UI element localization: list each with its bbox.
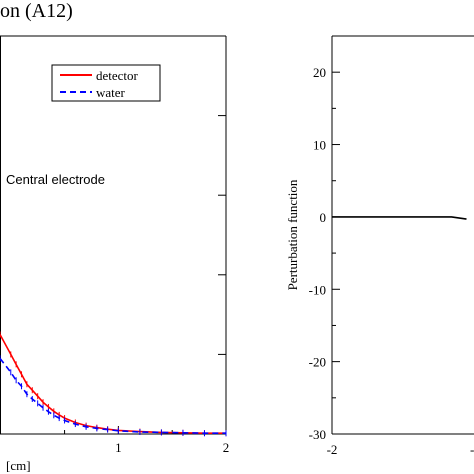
- perturbation-series: [332, 216, 467, 220]
- legend: detector water: [51, 64, 161, 102]
- legend-detector-label: detector: [96, 68, 139, 83]
- right-y-tick-label: -10: [309, 282, 326, 297]
- central-electrode-annotation: Central electrode: [6, 172, 105, 187]
- series-detector: [0, 334, 226, 434]
- right-x-tick-label: -2: [327, 442, 338, 457]
- right-y-tick-label: -20: [309, 355, 326, 370]
- right-y-tick-label: 10: [313, 138, 326, 153]
- right-x-tick-partial: -: [470, 442, 474, 457]
- legend-water-label: water: [96, 85, 126, 100]
- right-y-tick-label: 20: [313, 65, 326, 80]
- left-x-axis-label: [cm]: [6, 458, 31, 473]
- legend-box: [51, 64, 161, 102]
- left-x-tick-label: 2: [223, 440, 230, 455]
- series-water: [0, 357, 226, 434]
- left-series: [0, 331, 227, 437]
- right-y-tick-label: 0: [320, 210, 327, 225]
- right-series: [332, 216, 467, 220]
- left-x-tick-label: 1: [115, 440, 122, 455]
- right-y-axis-label: Perturbation function: [285, 179, 300, 290]
- right-chart: -30 -20 -10 0 10 20 -2 Perturbation function -: [285, 35, 474, 457]
- figure-title: on (A12): [0, 0, 73, 22]
- right-y-tick-label: -30: [309, 427, 326, 442]
- right-ticks: -30 -20 -10 0 10 20 -2: [309, 65, 340, 457]
- left-chart: 1 2 detector water Central electrode [cm]: [0, 35, 230, 473]
